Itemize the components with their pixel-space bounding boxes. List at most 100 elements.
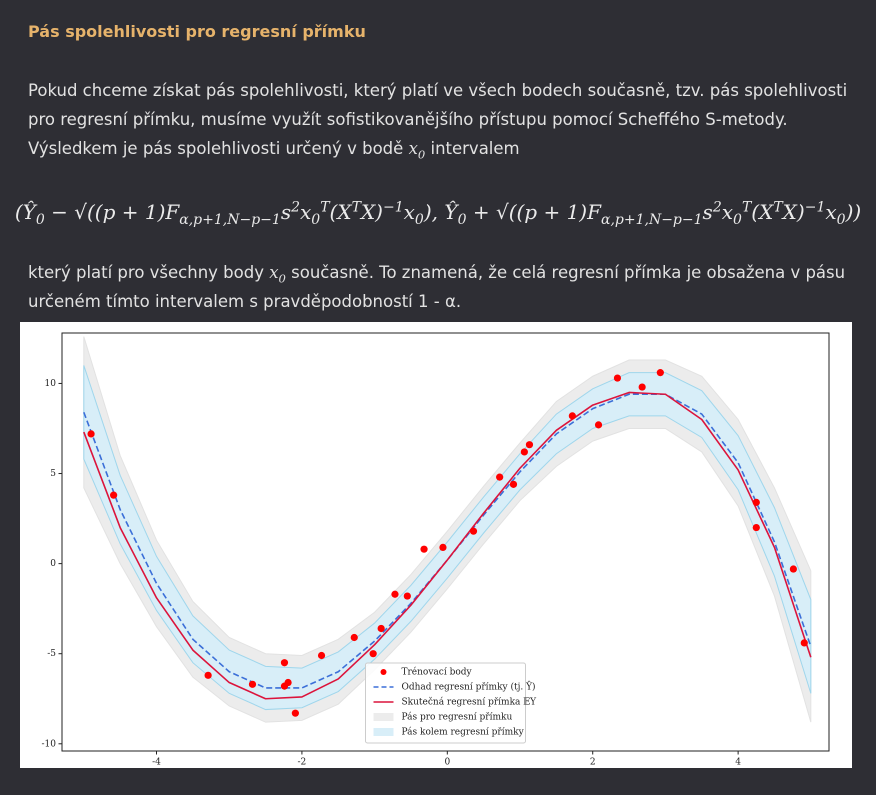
plot-area (83, 336, 812, 723)
formula-part: + √((p + 1)F (466, 200, 601, 224)
data-point (789, 565, 797, 573)
data-point (496, 473, 504, 481)
math: x0 (269, 263, 286, 286)
formula-part: Ŷ (22, 200, 36, 224)
data-point (800, 639, 808, 647)
data-point (317, 651, 326, 660)
data-point (520, 448, 528, 456)
legend-marker (373, 713, 394, 721)
data-point (509, 480, 518, 488)
formula-sup: T (351, 199, 361, 216)
legend-label: Odhad regresní přímky (tj. Ŷ) (402, 681, 536, 693)
data-point (752, 498, 760, 506)
data-point (248, 680, 257, 688)
data-point (369, 650, 377, 658)
data-point (613, 374, 622, 382)
formula-sup: T (773, 199, 783, 216)
formula-part: ( (14, 200, 23, 224)
regression-line (83, 391, 812, 700)
data-point (284, 678, 292, 687)
text: současně. To znamená, že celá regresní p… (28, 263, 846, 311)
formula-sup: −1 (804, 199, 826, 216)
math-symbol: x (408, 139, 418, 158)
x-tick-label: 2 (590, 758, 596, 768)
text: Pokud chceme získat pás spolehlivosti, k… (28, 81, 848, 158)
data-point (568, 412, 576, 420)
formula-sup: T (741, 199, 752, 216)
formula-sub: 0 (311, 212, 321, 228)
chart: -4 -2 0 2 4 -10 -5 0 5 10 Trénovací body Odhad regr… (20, 322, 852, 768)
formula-part: x (721, 200, 734, 224)
data-point (752, 523, 760, 532)
formula-sub: 0 (414, 212, 424, 228)
legend: Trénovací body Odhad regresní přímky (tj.… (365, 662, 538, 744)
formula-sub: 0 (35, 212, 45, 228)
legend-box (365, 662, 526, 744)
data-point (656, 369, 664, 377)
data-point (638, 383, 646, 391)
formula-sup: T (320, 199, 330, 216)
data-point (403, 592, 411, 600)
data-point (291, 709, 299, 717)
data-point (594, 421, 603, 429)
formula-part: x (403, 200, 415, 224)
formula-part: (X (329, 200, 352, 224)
data-point (204, 671, 212, 679)
confidence-band (83, 365, 812, 711)
data-point (420, 545, 428, 553)
y-tick-label: 10 (45, 379, 57, 389)
formula-sub: 0 (457, 212, 467, 228)
data-point (377, 624, 385, 633)
y-tick-label: -10 (42, 739, 57, 749)
formula-part: ), Ŷ (423, 200, 458, 224)
x-tick-label: -4 (152, 758, 161, 768)
y-tick-label: 5 (50, 469, 56, 479)
formula-part: s (702, 200, 713, 224)
formula-part: x (300, 200, 312, 224)
legend-marker (380, 669, 387, 675)
paragraph: který platí pro všechny body x0 současně… (28, 258, 858, 316)
text: který platí pro všechny body (28, 263, 270, 282)
data-point (391, 590, 399, 598)
formula-part: )) (845, 200, 862, 224)
legend-marker (373, 728, 394, 736)
formula-sup: −1 (382, 199, 404, 216)
y-tick-label: -5 (47, 649, 56, 659)
formula-sup: 2 (291, 199, 300, 216)
x-tick-label: 0 (444, 758, 450, 768)
data-point (469, 527, 478, 535)
data-point (439, 543, 447, 552)
formula-part: s (280, 200, 292, 224)
formula-part: − √((p + 1)F (44, 200, 180, 224)
legend-label: Pás kolem regresní přímky (402, 727, 525, 738)
text: intervalem (425, 139, 520, 158)
formula-part: X) (360, 200, 383, 224)
math-subscript: 0 (278, 271, 286, 286)
data-point (280, 659, 289, 667)
legend-label: Trénovací body (402, 667, 473, 678)
formula-part: X) (782, 200, 805, 224)
data-point (110, 491, 118, 499)
data-point (87, 430, 95, 438)
legend-label: Pás pro regresní přímku (402, 712, 513, 723)
math: x0 (408, 139, 426, 162)
x-tick-label: -2 (298, 758, 307, 768)
formula-sub: 0 (836, 212, 846, 228)
formula-part: x (825, 200, 837, 224)
data-point (350, 633, 358, 642)
x-tick-label: 4 (735, 758, 741, 768)
formula: (Ŷ0 − √((p + 1)Fα,p+1,N−p−1s2x0T(XTX)−1x… (0, 199, 876, 227)
math-subscript: 0 (417, 147, 426, 162)
formula-part: (X (751, 200, 774, 224)
paragraph: Pokud chceme získat pás spolehlivosti, k… (28, 76, 858, 163)
formula-sub: 0 (733, 212, 742, 228)
formula-sub: α,p+1,N−p−1 (179, 212, 281, 228)
confidence-band (83, 336, 812, 723)
formula-sub: α,p+1,N−p−1 (601, 212, 703, 228)
axes-frame (61, 332, 830, 752)
legend-label: Skutečná regresní přímka 𝔼Y (402, 697, 538, 708)
section-heading: Pás spolehlivosti pro regresní přímku (28, 22, 366, 41)
math-symbol: x (269, 263, 279, 282)
y-tick-label: 0 (50, 559, 56, 569)
